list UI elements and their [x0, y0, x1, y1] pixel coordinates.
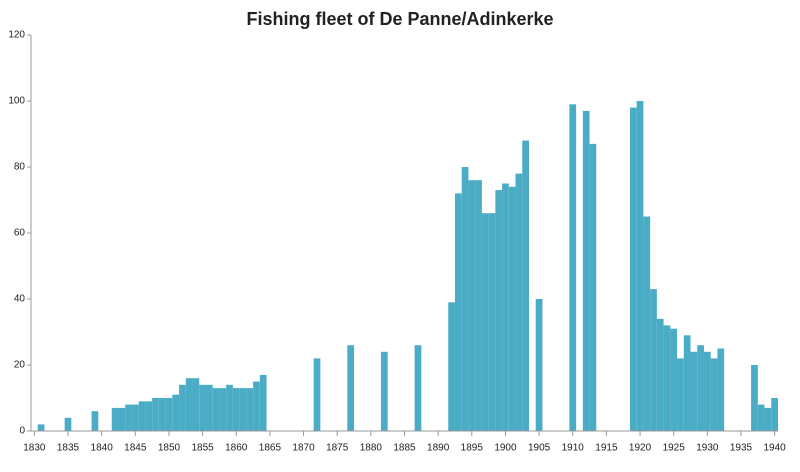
bar — [589, 143, 597, 431]
bar — [118, 407, 126, 431]
x-tick-label: 1890 — [427, 443, 450, 454]
y-tick-label: 100 — [8, 96, 25, 107]
bar — [158, 398, 166, 431]
bar — [643, 216, 651, 431]
bar — [226, 384, 233, 431]
x-tick-label: 1835 — [57, 443, 80, 454]
bar — [232, 388, 240, 431]
bar — [502, 183, 509, 431]
bar — [771, 398, 778, 431]
bar — [677, 358, 684, 431]
bar — [313, 358, 321, 431]
bar — [347, 345, 355, 431]
bar — [582, 110, 590, 432]
y-tick-label: 40 — [14, 294, 26, 305]
y-tick-label: 80 — [14, 162, 26, 173]
bar — [670, 328, 678, 431]
x-tick-label: 1865 — [259, 443, 282, 454]
bar — [515, 173, 523, 431]
x-tick-label: 1870 — [292, 443, 315, 454]
bar — [475, 180, 482, 431]
bar — [205, 384, 213, 431]
bar — [656, 318, 664, 431]
bar — [629, 107, 637, 431]
bar — [710, 358, 718, 431]
x-tick-label: 1915 — [595, 443, 618, 454]
x-tick-label: 1935 — [730, 443, 753, 454]
bar — [37, 424, 45, 431]
bar — [172, 394, 180, 431]
bar — [508, 186, 516, 431]
bar — [253, 381, 260, 431]
bar — [145, 401, 153, 431]
bar — [64, 417, 72, 431]
bar — [717, 348, 725, 431]
x-tick-label: 1840 — [91, 443, 114, 454]
bar — [522, 140, 529, 431]
bar — [468, 180, 476, 431]
x-tick-label: 1845 — [124, 443, 147, 454]
bar — [414, 345, 422, 431]
bar — [192, 378, 200, 431]
bar — [703, 351, 711, 431]
bar — [697, 345, 704, 431]
x-tick-label: 1930 — [696, 443, 719, 454]
x-tick-label: 1830 — [23, 443, 46, 454]
bar — [751, 365, 758, 431]
bar — [495, 190, 503, 431]
x-tick-label: 1910 — [562, 443, 585, 454]
y-tick-label: 0 — [19, 426, 25, 437]
bar — [219, 388, 227, 431]
bar — [212, 388, 220, 431]
bar — [764, 407, 772, 431]
bar — [481, 213, 489, 431]
bar — [690, 351, 698, 431]
bar — [636, 101, 644, 431]
bar — [535, 299, 543, 431]
x-tick-label: 1920 — [629, 443, 652, 454]
bar — [259, 374, 267, 431]
x-tick-label: 1900 — [494, 443, 517, 454]
bar — [111, 407, 119, 431]
x-tick-label: 1880 — [360, 443, 383, 454]
x-tick-label: 1925 — [663, 443, 686, 454]
bar — [179, 384, 186, 431]
bar — [650, 289, 657, 431]
bar — [138, 401, 146, 431]
bar — [448, 302, 455, 431]
chart-title: Fishing fleet of De Panne/Adinkerke — [246, 9, 553, 29]
x-tick-label: 1855 — [191, 443, 214, 454]
x-tick-label: 1905 — [528, 443, 551, 454]
x-tick-label: 1940 — [764, 443, 787, 454]
bar — [683, 335, 691, 431]
x-tick-label: 1885 — [393, 443, 416, 454]
y-tick-label: 60 — [14, 228, 26, 239]
x-tick-label: 1875 — [326, 443, 349, 454]
bar — [152, 398, 159, 431]
bar — [461, 167, 469, 431]
bar — [380, 351, 388, 431]
bar — [663, 325, 671, 431]
bar — [488, 213, 496, 431]
bar — [239, 388, 247, 431]
x-tick-label: 1850 — [158, 443, 181, 454]
x-tick-label: 1860 — [225, 443, 248, 454]
bar — [246, 388, 254, 431]
y-tick-label: 120 — [8, 30, 25, 41]
bar — [454, 193, 462, 431]
y-tick-label: 20 — [14, 360, 26, 371]
bar — [125, 404, 132, 431]
bar — [131, 404, 139, 431]
bar — [569, 104, 577, 432]
bar — [165, 398, 173, 431]
x-tick-label: 1895 — [461, 443, 484, 454]
bar — [757, 404, 765, 431]
bar — [185, 378, 193, 431]
bar — [199, 384, 206, 431]
bar — [91, 411, 99, 431]
